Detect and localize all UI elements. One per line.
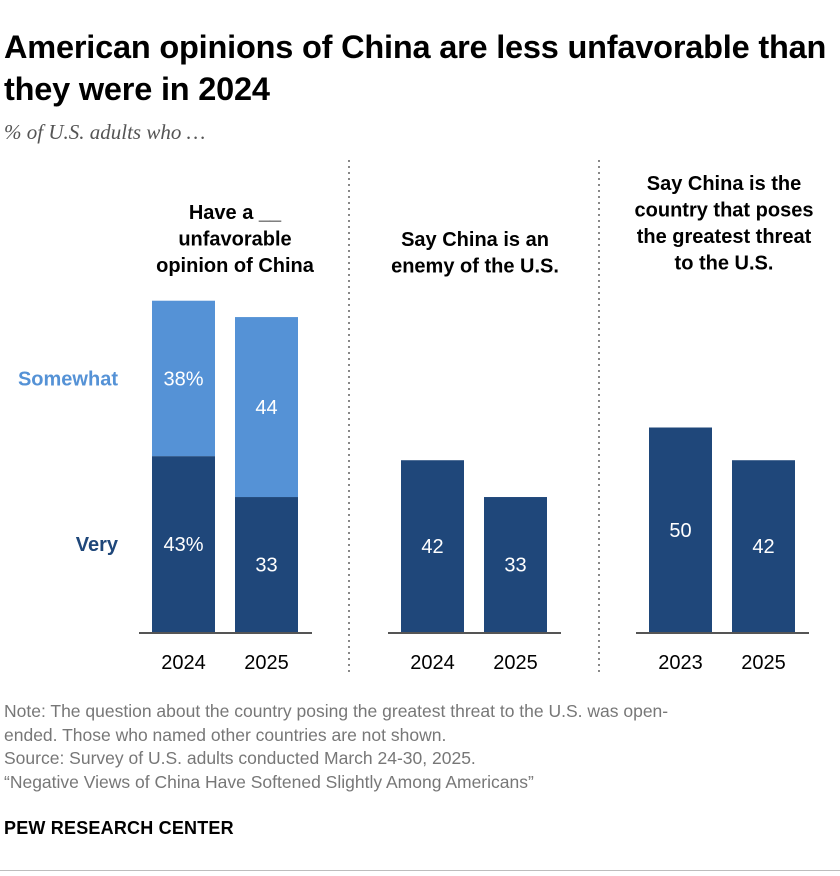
year-label-panel-3-2023: 2023 [658,652,703,674]
year-label-panel-2-2024: 2024 [410,652,455,674]
panel-1-title-line-3: opinion of China [156,255,315,277]
panel-2-title-line-1: Say China is an [401,229,549,251]
bar-label-panel-1-2024-very: 43% [163,534,203,556]
bar-panel-1-2024-somewhat [152,300,215,457]
org-name: PEW RESEARCH CENTER [4,818,234,838]
note-line-1: Note: The question about the country pos… [4,701,669,721]
report-title-line: “Negative Views of China Have Softened S… [4,771,534,792]
legend-label-somewhat: Somewhat [18,368,118,390]
panel-2-title-line-2: enemy of the U.S. [391,256,559,278]
bottom-rule [0,870,840,871]
year-label-panel-1-2024: 2024 [161,652,206,674]
bar-label-panel-1-2025-somewhat: 44 [255,397,277,419]
bar-label-panel-1-2024-somewhat: 38% [163,368,203,390]
bar-panel-2-2025-very [484,497,547,632]
bar-label-panel-1-2025-very: 33 [255,555,277,577]
bar-label-panel-2-2024-very: 42 [421,536,443,558]
panel-3-title-line-4: to the U.S. [675,253,774,275]
bar-panel-1-2024-very [152,456,215,632]
note-line-2: ended. Those who named other countries a… [4,724,447,745]
panel-3-title-line-3: the greatest threat [637,226,812,248]
panel-1-title-line-2: unfavorable [178,229,291,251]
panel-1-title-line-1: Have a __ [189,202,282,224]
legend-label-very: Very [76,534,119,556]
year-label-panel-2-2025: 2025 [493,652,538,674]
bar-panel-2-2024-very [401,460,464,632]
panel-3-title-line-2: country that poses [635,200,814,222]
chart-title: American opinions of China are less unfa… [4,29,827,107]
bar-panel-1-2025-very [235,497,298,632]
notes: Note: The question about the country pos… [4,700,834,794]
year-label-panel-1-2025: 2025 [244,652,289,674]
chart-subtitle: % of U.S. adults who … [4,120,206,144]
bar-panel-3-2025-very [732,460,795,632]
bar-label-panel-2-2025-very: 33 [504,555,526,577]
chart: Have a __ unfavorable opinion of China 43% 3… [18,160,814,676]
bar-panel-3-2023-very [649,427,712,632]
source-line: Source: Survey of U.S. adults conducted … [4,748,476,768]
year-label-panel-3-2025: 2025 [741,652,786,674]
bar-label-panel-3-2023-very: 50 [669,520,691,542]
panel-3-title-line-1: Say China is the [647,173,802,195]
bar-label-panel-3-2025-very: 42 [752,536,774,558]
bar-panel-1-2025-somewhat [235,317,298,498]
